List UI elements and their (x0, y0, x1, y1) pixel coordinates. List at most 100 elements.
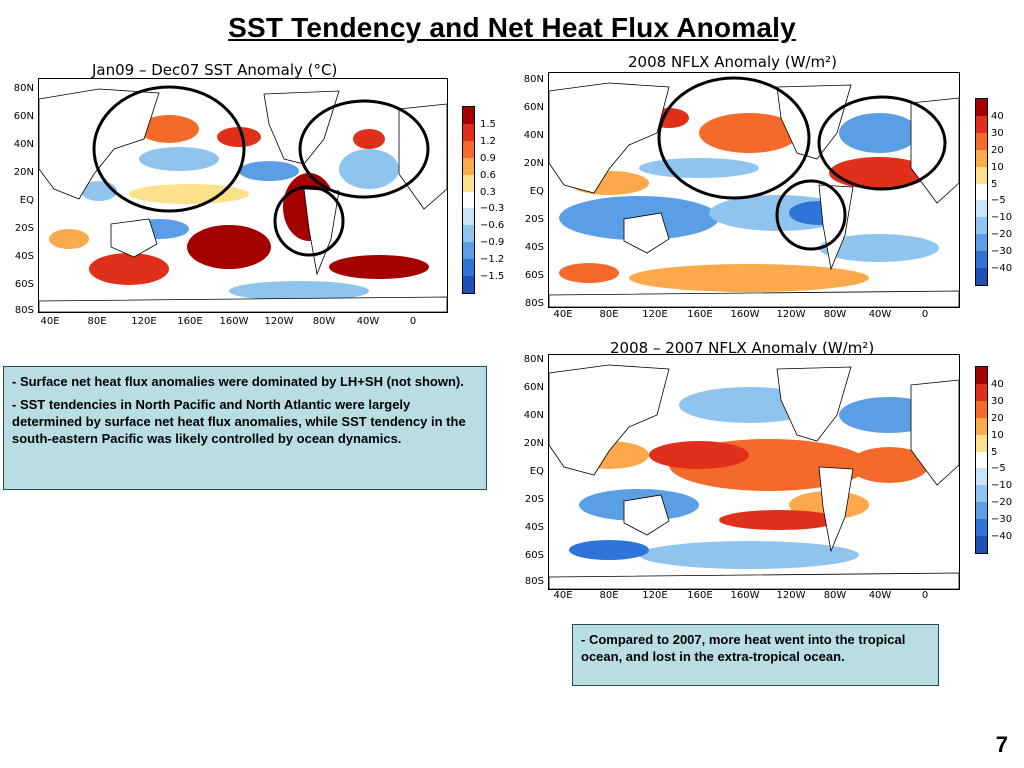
nflx-diff-xtick: 160W (730, 590, 760, 601)
sst-xtick: 160W (219, 316, 249, 327)
sst-ytick: 40N (13, 139, 34, 150)
nflx2008-xtick: 40W (868, 309, 892, 320)
sst-map-field (39, 79, 447, 312)
sst-ytick: EQ (19, 195, 34, 206)
nflx2008-colorbar-label: −30 (991, 246, 1013, 257)
nflx-diff-ytick: EQ (529, 466, 544, 477)
nflx2008-ytick: 60N (523, 102, 544, 113)
nflx2008-circle-north-atlantic (817, 95, 947, 191)
sst-colorbar-label: −0.9 (480, 237, 505, 248)
nflx2008-colorbar-label: 40 (991, 111, 1004, 122)
sst-ytick: 20S (14, 223, 34, 234)
sst-colorbar-label: −1.5 (480, 271, 505, 282)
note-heat-flux-dominated: - Surface net heat flux anomalies were d… (12, 374, 464, 389)
nflx-diff-colorbar-label: −20 (991, 497, 1013, 508)
nflx2008-ytick: 60S (524, 270, 544, 281)
sst-xtick: 0 (409, 316, 417, 327)
nflx-diff-colorbar (975, 366, 988, 554)
sst-xtick: 160E (177, 316, 203, 327)
sst-colorbar-label: −0.3 (480, 203, 505, 214)
nflx-diff-xtick: 80W (823, 590, 847, 601)
nflx2008-colorbar-label: 30 (991, 128, 1004, 139)
nflx2008-xtick: 40E (553, 309, 573, 320)
nflx2008-ytick: 20S (524, 214, 544, 225)
sst-xtick: 40W (356, 316, 380, 327)
notes-box-left: - Surface net heat flux anomalies were d… (3, 366, 487, 490)
note-heat-comparison: - Compared to 2007, more heat went into … (581, 632, 906, 664)
nflx-diff-xtick: 120W (776, 590, 806, 601)
nflx2008-xtick: 0 (921, 309, 929, 320)
sst-ytick: 60S (14, 279, 34, 290)
nflx-diff-xtick: 40E (553, 590, 573, 601)
nflx2008-xtick: 80E (599, 309, 619, 320)
sst-ytick: 40S (14, 251, 34, 262)
nflx2008-ytick: 40N (523, 130, 544, 141)
nflx2008-colorbar-label: 20 (991, 145, 1004, 156)
sst-colorbar-label: 1.5 (480, 119, 496, 130)
sst-circle-north-atlantic (298, 99, 430, 199)
sst-xtick: 120W (264, 316, 294, 327)
sst-map-title: Jan09 – Dec07 SST Anomaly (°C) (92, 61, 338, 79)
nflx2008-ytick: 80N (523, 74, 544, 85)
nflx-diff-xtick: 160E (687, 590, 713, 601)
sst-ytick: 80S (14, 305, 34, 316)
slide-title: SST Tendency and Net Heat Flux Anomaly (228, 12, 796, 43)
nflx-diff-anomaly-map (548, 354, 960, 590)
nflx2008-xtick: 80W (823, 309, 847, 320)
nflx2008-xtick: 160E (687, 309, 713, 320)
sst-xtick: 80E (87, 316, 107, 327)
nflx-diff-xtick: 120E (642, 590, 668, 601)
note-sst-tendencies: - SST tendencies in North Pacific and No… (12, 397, 466, 446)
nflx-diff-colorbar-label: 20 (991, 413, 1004, 424)
sst-colorbar-label: 0.6 (480, 170, 496, 181)
nflx-diff-colorbar-label: −30 (991, 514, 1013, 525)
sst-xtick: 40E (40, 316, 60, 327)
nflx2008-anomaly-map (548, 72, 960, 308)
nflx2008-colorbar-label: −20 (991, 229, 1013, 240)
nflx-diff-colorbar-label: 5 (991, 447, 998, 458)
nflx2008-xtick: 160W (730, 309, 760, 320)
sst-colorbar-label: 0.9 (480, 153, 496, 164)
sst-colorbar-label: −0.6 (480, 220, 505, 231)
nflx-diff-xtick: 0 (921, 590, 929, 601)
nflx2008-colorbar-label: −10 (991, 212, 1013, 223)
nflx2008-colorbar-label: 10 (991, 162, 1004, 173)
nflx2008-colorbar-label: −5 (991, 195, 1006, 206)
nflx2008-ytick: 20N (523, 158, 544, 169)
nflx-diff-ytick: 60S (524, 550, 544, 561)
nflx-diff-map-title: 2008 – 2007 NFLX Anomaly (W/m²) (610, 339, 875, 357)
nflx-diff-ytick: 80N (523, 354, 544, 365)
nflx-diff-map-field (549, 355, 959, 589)
page-number: 7 (995, 732, 1008, 757)
sst-xtick: 120E (131, 316, 157, 327)
sst-ytick: 60N (13, 111, 34, 122)
sst-colorbar-label: −1.2 (480, 254, 505, 265)
nflx2008-colorbar (975, 98, 988, 286)
nflx2008-circle-north-pacific (657, 76, 811, 200)
nflx2008-colorbar-label: 5 (991, 179, 998, 190)
sst-colorbar-label: 1.2 (480, 136, 496, 147)
sst-circle-north-pacific (92, 85, 246, 213)
nflx2008-ytick: EQ (529, 186, 544, 197)
nflx-diff-ytick: 20N (523, 438, 544, 449)
sst-colorbar-label: 0.3 (480, 187, 496, 198)
nflx2008-map-title: 2008 NFLX Anomaly (W/m²) (628, 53, 837, 71)
sst-ytick: 80N (13, 83, 34, 94)
notes-box-right: - Compared to 2007, more heat went into … (572, 624, 939, 686)
nflx-diff-colorbar-label: 10 (991, 430, 1004, 441)
nflx-diff-ytick: 40S (524, 522, 544, 533)
nflx-diff-xtick: 40W (868, 590, 892, 601)
nflx-diff-ytick: 60N (523, 382, 544, 393)
nflx2008-ytick: 80S (524, 298, 544, 309)
sst-ytick: 20N (13, 167, 34, 178)
nflx2008-xtick: 120W (776, 309, 806, 320)
nflx2008-circle-se-pacific (775, 179, 847, 251)
nflx2008-map-field (549, 73, 959, 307)
nflx-diff-xtick: 80E (599, 590, 619, 601)
nflx-diff-colorbar-label: 40 (991, 379, 1004, 390)
nflx2008-colorbar-label: −40 (991, 263, 1013, 274)
sst-circle-se-pacific (273, 185, 345, 257)
sst-colorbar (462, 106, 475, 294)
nflx-diff-ytick: 20S (524, 494, 544, 505)
nflx-diff-colorbar-label: −10 (991, 480, 1013, 491)
